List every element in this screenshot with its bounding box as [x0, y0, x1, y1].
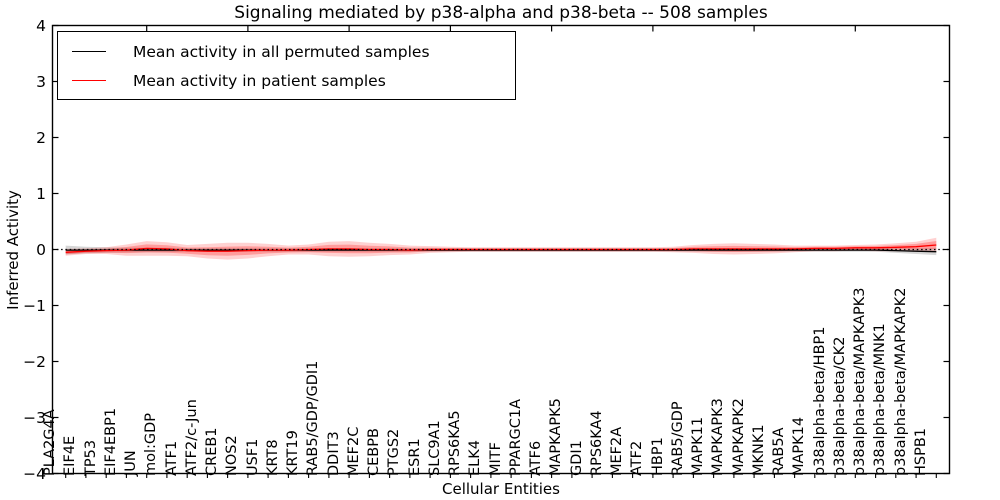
legend-item: Mean activity in all permuted samples [58, 37, 515, 66]
legend-label: Mean activity in all permuted samples [133, 42, 430, 61]
legend-line-swatch [72, 80, 106, 81]
chart-title: Signaling mediated by p38-alpha and p38-… [234, 3, 768, 23]
y-tick-label: 0 [36, 240, 46, 259]
legend: Mean activity in all permuted samples Mea… [57, 31, 516, 100]
y-tick-label: 2 [36, 128, 46, 147]
x-axis-label: Cellular Entities [442, 480, 560, 498]
y-tick-label: 4 [36, 16, 46, 35]
y-tick-label: −3 [23, 408, 46, 427]
plot-area [52, 237, 950, 260]
legend-label: Mean activity in patient samples [133, 71, 386, 90]
legend-line-swatch [72, 51, 106, 52]
patient-band-inner [65, 241, 937, 256]
patient-band-outer [65, 237, 937, 260]
y-tick-label: 1 [36, 184, 46, 203]
y-tick-label: 3 [36, 72, 46, 91]
legend-item: Mean activity in patient samples [58, 66, 515, 95]
y-tick-label: −2 [23, 352, 46, 371]
y-tick-label: −4 [23, 464, 46, 483]
y-tick-label: −1 [23, 296, 46, 315]
